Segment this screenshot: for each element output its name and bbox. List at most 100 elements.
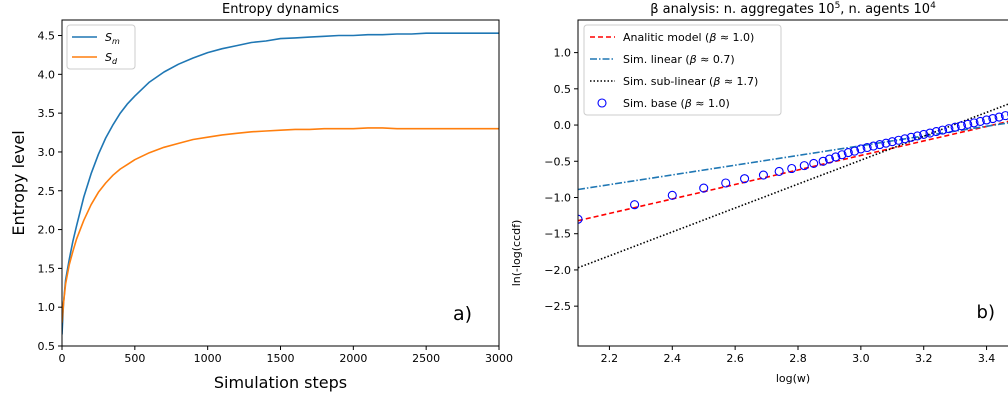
data-point (919, 129, 929, 140)
chart-a-series (62, 32, 499, 335)
x-tick-label: 1000 (194, 352, 222, 365)
data-point (944, 124, 954, 134)
data-point (925, 128, 935, 138)
y-tick-label: 0.5 (554, 83, 572, 96)
x-tick-label: 3.4 (978, 352, 996, 365)
data-point (956, 121, 966, 131)
series-line-analitic-model-1-0 (578, 120, 1008, 222)
data-point (881, 138, 891, 148)
chart-a-title: Entropy dynamics (222, 2, 339, 17)
data-point (875, 140, 885, 150)
data-point (850, 146, 860, 156)
series-line-s-d (62, 127, 499, 323)
y-tick-label: 2.5 (38, 185, 56, 198)
data-point (862, 142, 872, 153)
data-point (721, 178, 731, 188)
series-line-s-m (62, 32, 499, 335)
chart-b-xticks: 2.2 2.4 2.6 2.8 3.0 3.2 3.4 (601, 346, 996, 365)
data-point (938, 125, 948, 135)
x-tick-label: 2.4 (664, 352, 682, 365)
data-point (799, 161, 809, 171)
data-point (975, 116, 985, 126)
series-line-sim-sub-linear-1-7 (578, 103, 1008, 269)
x-tick-label: 2.2 (601, 352, 619, 365)
chart-b-yticks: −2.5 −2.0 −1.5 −1.0 −0.5 0.0 0.5 1.0 (544, 47, 578, 313)
y-tick-label: 1.0 (554, 47, 572, 60)
data-point (988, 113, 998, 124)
panel-b: β analysis: n. aggregates 105, n. agents… (510, 1, 1008, 385)
x-tick-label: 2500 (412, 352, 440, 365)
data-point (837, 150, 847, 160)
legend-b-label-analitic: Analitic model (β ≈ 1.0) (623, 31, 754, 44)
legend-b-label-sublinear: Sim. sub-linear (β ≈ 1.7) (623, 75, 758, 88)
y-tick-label: 3.0 (38, 146, 56, 159)
data-point (1000, 111, 1008, 121)
chart-b-series (578, 103, 1008, 269)
data-point (868, 141, 878, 151)
data-point (856, 144, 866, 154)
y-tick-label: 3.5 (38, 107, 56, 120)
x-tick-label: 2.6 (726, 352, 744, 365)
x-tick-label: 0 (59, 352, 66, 365)
x-tick-label: 3.2 (915, 352, 933, 365)
data-point (950, 122, 960, 132)
data-point (887, 137, 897, 147)
y-tick-label: 1.5 (38, 262, 56, 275)
data-point (931, 127, 941, 137)
chart-b-legend: Analitic model (β ≈ 1.0) Sim. linear (β … (583, 24, 782, 116)
data-point (831, 152, 841, 162)
y-tick-label: −2.0 (544, 264, 571, 277)
data-point (843, 148, 853, 158)
legend-a-label-sd: Sd (105, 51, 118, 66)
y-tick-label: −1.0 (544, 191, 571, 204)
data-point (774, 166, 784, 176)
chart-b-ylabel: ln(-log(ccdf) (510, 220, 523, 287)
y-tick-label: 4.5 (38, 30, 56, 43)
chart-a-xticks: 0 500 1000 1500 2000 2500 3000 (59, 346, 513, 365)
y-tick-label: −0.5 (544, 155, 571, 168)
y-tick-label: 1.0 (38, 301, 56, 314)
data-point (667, 190, 677, 200)
legend-b-label-linear: Sim. linear (β ≈ 0.7) (623, 53, 735, 66)
legend-b-swatch-base (597, 98, 607, 108)
data-point (818, 156, 828, 166)
chart-a-panel-label: a) (453, 303, 472, 325)
data-point (630, 200, 640, 210)
data-point (787, 163, 797, 174)
y-tick-label: −2.5 (544, 300, 571, 313)
data-point (906, 132, 916, 142)
data-point (824, 154, 834, 164)
x-tick-label: 500 (124, 352, 145, 365)
data-point (699, 183, 709, 193)
legend-a-label-sm: Sm (105, 31, 120, 46)
data-point (963, 119, 973, 129)
y-tick-label: 4.0 (38, 68, 56, 81)
data-point (969, 118, 979, 128)
y-tick-label: 0.0 (554, 119, 572, 132)
chart-b-xlabel: log(w) (776, 372, 810, 385)
data-point (740, 174, 750, 184)
chart-b-panel-label: b) (977, 302, 995, 323)
x-tick-label: 2000 (339, 352, 367, 365)
series-line-sim-linear-0-7 (578, 122, 1008, 191)
x-tick-label: 1500 (267, 352, 295, 365)
data-point (809, 158, 819, 168)
x-tick-label: 3000 (485, 352, 513, 365)
panel-a: Entropy dynamics 0 500 1000 1500 2000 2500 300… (9, 2, 513, 392)
x-tick-label: 2.8 (789, 352, 807, 365)
y-tick-label: 0.5 (38, 340, 56, 353)
y-tick-label: 2.0 (38, 224, 56, 237)
chart-b-frame (577, 19, 1008, 347)
chart-a-xlabel: Simulation steps (214, 373, 347, 392)
legend-b-label-base: Sim. base (β ≈ 1.0) (623, 97, 730, 110)
chart-a-ylabel: Entropy level (9, 130, 28, 235)
y-tick-label: −1.5 (544, 228, 571, 241)
chart-a-frame (61, 19, 500, 347)
data-point (900, 134, 910, 144)
chart-a-legend: Sm Sd (66, 24, 136, 70)
x-tick-label: 3.0 (852, 352, 870, 365)
series-sim-base-1-0 (578, 111, 1008, 224)
data-point (912, 131, 922, 141)
chart-b-title: β analysis: n. aggregates 105, n. agents… (650, 1, 936, 17)
